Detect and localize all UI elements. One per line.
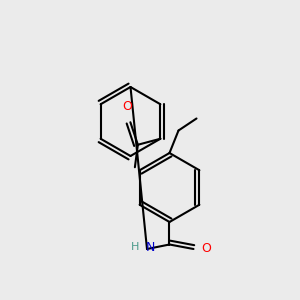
Text: O: O bbox=[201, 242, 211, 256]
Text: N: N bbox=[146, 241, 155, 254]
Text: H: H bbox=[131, 242, 140, 253]
Text: O: O bbox=[122, 100, 132, 113]
